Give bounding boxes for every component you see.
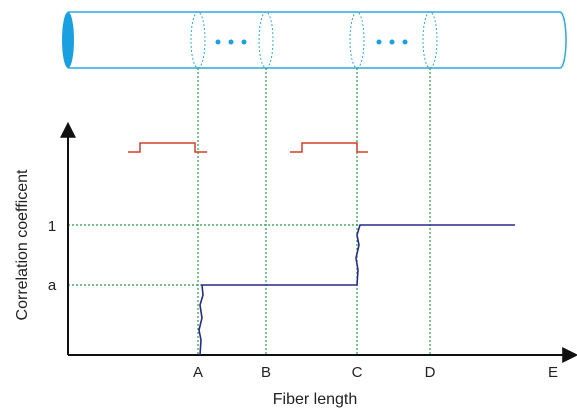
x-point-label: E [548,364,558,381]
y-tick-label: 1 [48,218,56,235]
x-point-label: C [352,364,363,381]
correlation-curve [198,224,515,356]
x-axis-label: Fiber length [273,391,358,408]
fiber [62,11,567,69]
y-axis-label: Correlation coefficent [14,169,31,320]
x-point-label: A [193,364,203,381]
pulse [290,142,368,153]
y-tick-label: a [48,277,57,294]
pulse [128,142,207,153]
x-point-label: B [261,364,271,381]
guides [68,68,431,355]
x-point-label: D [425,364,436,381]
